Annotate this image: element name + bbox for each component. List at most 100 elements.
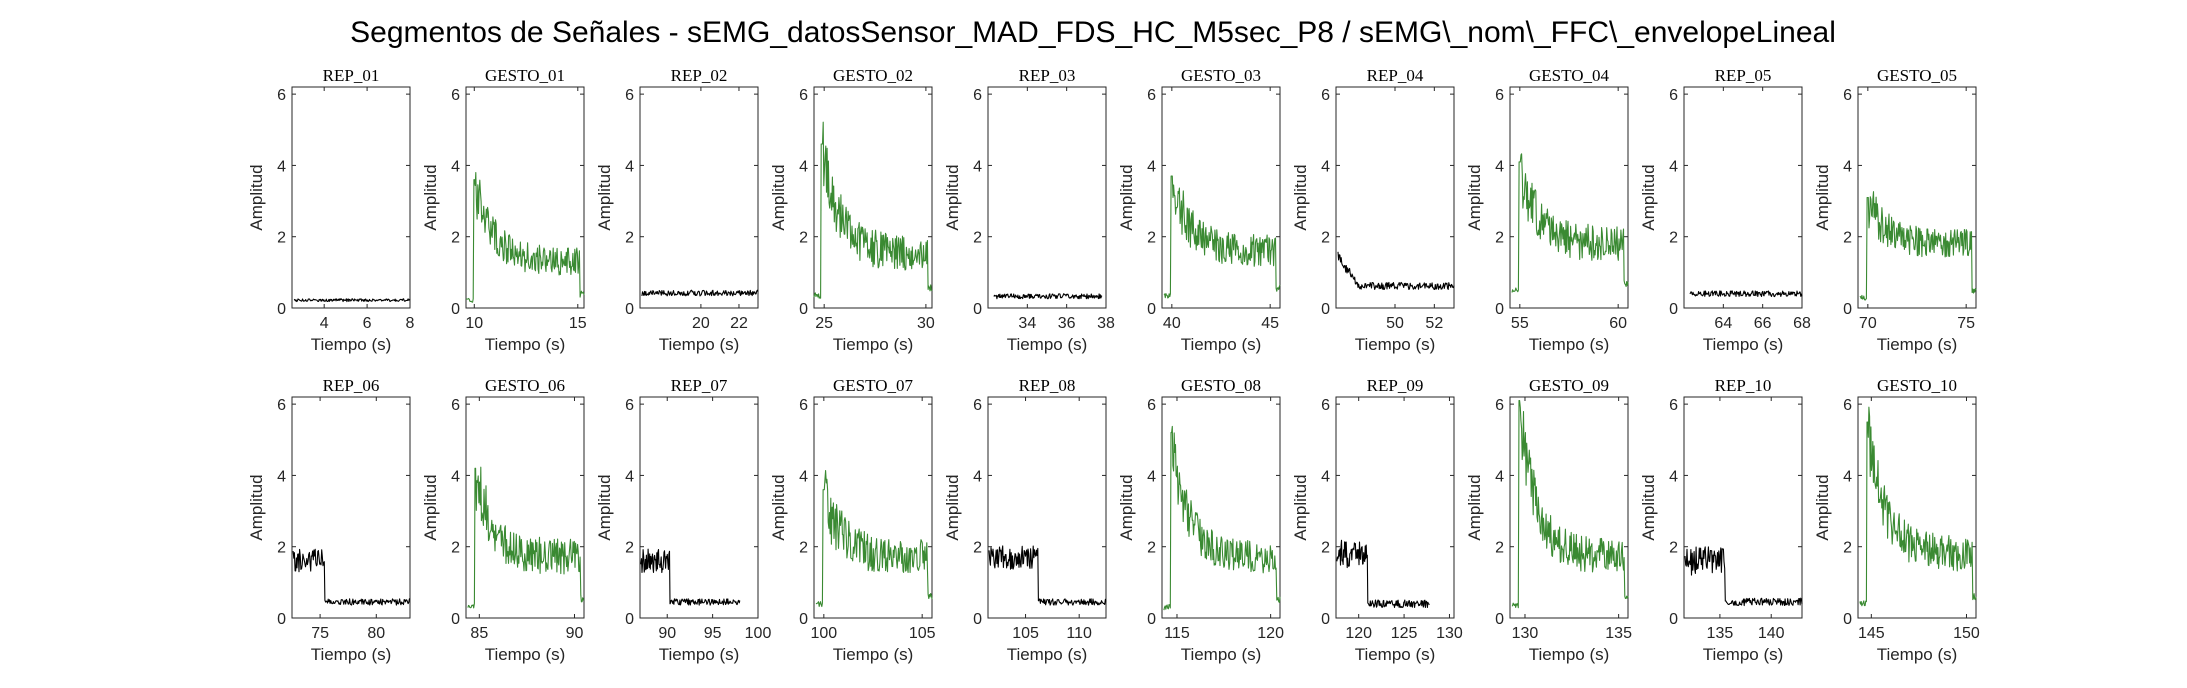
- rest-signal-line: [1336, 539, 1430, 609]
- y-tick-label: 6: [1321, 87, 1330, 104]
- rest-signal-line: [1689, 290, 1803, 298]
- x-tick-label: 90: [658, 625, 676, 642]
- x-tick-label: 80: [367, 625, 385, 642]
- y-tick-label: 4: [277, 468, 286, 485]
- y-tick-label: 0: [625, 301, 634, 318]
- gesture-signal-line: [815, 470, 933, 608]
- y-axis-label: Amplitud: [247, 164, 266, 230]
- subplot-title: GESTO_03: [1181, 66, 1261, 85]
- y-tick-label: 6: [1321, 397, 1330, 414]
- x-tick-label: 45: [1261, 315, 1279, 332]
- y-axis-label: Amplitud: [943, 164, 962, 230]
- subplot-title: REP_10: [1715, 376, 1772, 395]
- rest-signal-line: [292, 548, 411, 606]
- rest-signal-line: [993, 293, 1103, 300]
- y-tick-label: 6: [625, 87, 634, 104]
- y-tick-label: 0: [1843, 301, 1852, 318]
- x-tick-label: 95: [704, 625, 722, 642]
- subplot-title: REP_05: [1715, 66, 1772, 85]
- subplot: REP_01 0 2 4 6 4 6 8 Tiempo (s) Amplitud: [247, 66, 415, 354]
- y-tick-label: 0: [799, 611, 808, 628]
- y-axis-label: Amplitud: [943, 474, 962, 540]
- y-tick-label: 4: [973, 158, 982, 175]
- subplot: GESTO_08 0 2 4 6 115 120 Tiempo (s) Amplitud: [1117, 376, 1284, 664]
- y-tick-label: 2: [277, 540, 286, 557]
- x-tick-label: 30: [917, 315, 935, 332]
- x-tick-label: 130: [1436, 625, 1463, 642]
- y-tick-label: 0: [1321, 611, 1330, 628]
- y-axis-label: Amplitud: [595, 474, 614, 540]
- axes-box: [1335, 396, 1455, 619]
- x-axis-label: Tiempo (s): [833, 645, 914, 664]
- gesture-signal-line: [1163, 425, 1281, 611]
- axes-box: [1509, 396, 1629, 619]
- y-tick-label: 0: [1669, 301, 1678, 318]
- y-tick-label: 4: [1495, 468, 1504, 485]
- y-tick-label: 0: [1843, 611, 1852, 628]
- subplot-title: GESTO_01: [485, 66, 565, 85]
- x-tick-label: 50: [1386, 315, 1404, 332]
- y-tick-label: 0: [451, 301, 460, 318]
- x-tick-label: 25: [815, 315, 833, 332]
- rest-signal-line: [293, 298, 411, 303]
- y-tick-label: 4: [1147, 468, 1156, 485]
- y-axis-label: Amplitud: [1117, 474, 1136, 540]
- axes-box: [987, 86, 1107, 309]
- x-tick-label: 22: [730, 315, 748, 332]
- x-tick-label: 100: [745, 625, 772, 642]
- gesture-signal-line: [1859, 406, 1977, 607]
- subplot-title: GESTO_08: [1181, 376, 1261, 395]
- x-tick-label: 110: [1066, 625, 1092, 642]
- y-tick-label: 6: [1495, 87, 1504, 104]
- x-axis-label: Tiempo (s): [1181, 645, 1262, 664]
- x-axis-label: Tiempo (s): [659, 645, 740, 664]
- subplot: REP_08 0 2 4 6 105 110 Tiempo (s) Amplitud: [943, 376, 1107, 664]
- y-tick-label: 6: [799, 87, 808, 104]
- x-tick-label: 130: [1512, 625, 1539, 642]
- x-axis-label: Tiempo (s): [311, 645, 392, 664]
- y-tick-label: 2: [973, 230, 982, 247]
- y-tick-label: 4: [1495, 158, 1504, 175]
- y-axis-label: Amplitud: [1465, 474, 1484, 540]
- gesture-signal-line: [465, 172, 585, 303]
- subplot: REP_03 0 2 4 6 34 36 38 Tiempo (s) Amplitud: [943, 66, 1115, 354]
- x-tick-label: 125: [1391, 625, 1418, 642]
- axes-box: [1683, 396, 1803, 619]
- subplot: GESTO_04 0 2 4 6 55 60 Tiempo (s) Amplitud: [1465, 66, 1629, 354]
- subplot: GESTO_09 0 2 4 6 130 135 Tiempo (s) Amplitud: [1465, 376, 1632, 664]
- y-axis-label: Amplitud: [421, 164, 440, 230]
- x-tick-label: 40: [1163, 315, 1181, 332]
- y-tick-label: 2: [1669, 230, 1678, 247]
- y-tick-label: 6: [1495, 397, 1504, 414]
- axes-box: [813, 396, 933, 619]
- x-tick-label: 52: [1425, 315, 1443, 332]
- y-tick-label: 0: [973, 301, 982, 318]
- x-tick-label: 6: [363, 315, 372, 332]
- x-tick-label: 145: [1858, 625, 1885, 642]
- y-tick-label: 4: [1321, 158, 1330, 175]
- y-tick-label: 2: [1321, 540, 1330, 557]
- subplot-title: REP_07: [671, 376, 728, 395]
- subplot: REP_02 0 2 4 6 20 22 Tiempo (s) Amplitud: [595, 66, 759, 354]
- subplot-title: GESTO_09: [1529, 376, 1609, 395]
- x-axis-label: Tiempo (s): [1181, 335, 1262, 354]
- x-axis-label: Tiempo (s): [1355, 645, 1436, 664]
- subplot: GESTO_10 0 2 4 6 145 150 Tiempo (s) Amplitud: [1813, 376, 1980, 664]
- x-axis-label: Tiempo (s): [1529, 645, 1610, 664]
- y-tick-label: 6: [973, 397, 982, 414]
- y-tick-label: 0: [1669, 611, 1678, 628]
- rest-signal-line: [1684, 546, 1803, 607]
- x-tick-label: 120: [1345, 625, 1372, 642]
- y-tick-label: 2: [1843, 230, 1852, 247]
- x-tick-label: 140: [1758, 625, 1785, 642]
- y-tick-label: 0: [277, 611, 286, 628]
- y-tick-label: 2: [451, 540, 460, 557]
- subplot-title: REP_03: [1019, 66, 1076, 85]
- axes-box: [1857, 86, 1977, 309]
- gesture-signal-line: [467, 466, 585, 609]
- gesture-signal-line: [813, 121, 933, 299]
